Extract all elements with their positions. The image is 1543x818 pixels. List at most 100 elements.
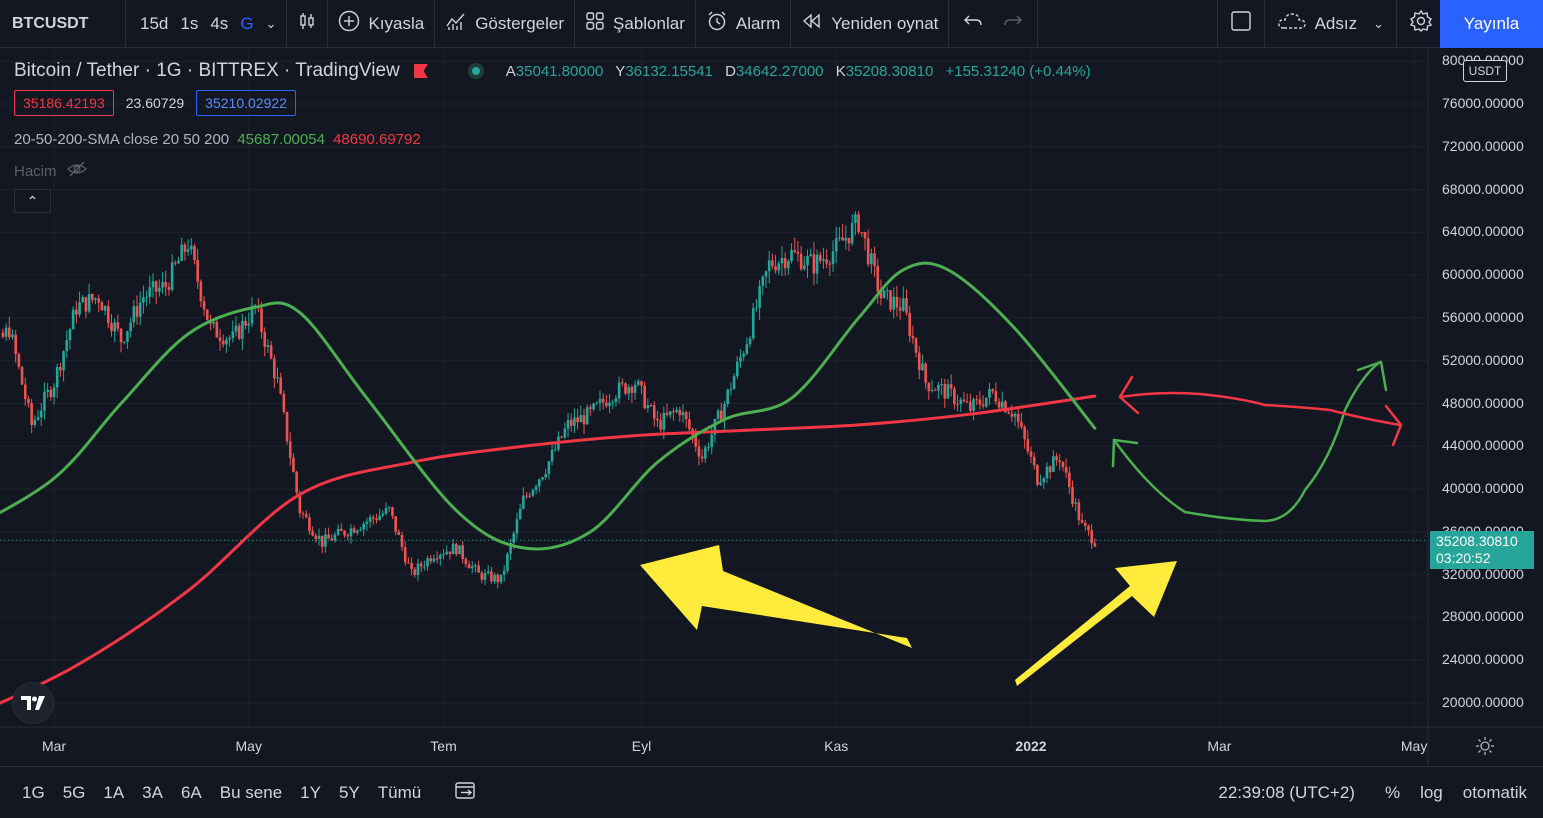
- buy-price-button[interactable]: 35210.02922: [196, 90, 296, 116]
- replay-button[interactable]: Yeniden oynat: [791, 0, 950, 48]
- eye-hidden-icon[interactable]: [66, 161, 87, 181]
- price-tick-label: 48000.00000: [1442, 394, 1524, 411]
- candle-body: [496, 574, 500, 583]
- candle-body: [761, 276, 765, 286]
- range-1d[interactable]: 1G: [22, 782, 45, 802]
- price-tick-label: 20000.00000: [1442, 694, 1524, 710]
- candle-body: [994, 391, 998, 402]
- timezone-clock[interactable]: 22:39:08 (UTC+2): [1218, 783, 1355, 802]
- green-arrowhead-left[interactable]: [1111, 438, 1139, 468]
- currency-tag[interactable]: USDT: [1463, 60, 1507, 82]
- candle-body: [1045, 466, 1049, 479]
- candle-body: [815, 254, 819, 274]
- interval-1s[interactable]: 1s: [180, 13, 199, 33]
- candle-body: [582, 415, 586, 425]
- candle-body: [751, 308, 755, 339]
- grid-icon: [585, 11, 605, 36]
- candle-body: [739, 356, 742, 362]
- volume-label: Hacim: [14, 162, 57, 180]
- candle-body: [202, 301, 206, 310]
- templates-button[interactable]: Şablonlar: [575, 0, 696, 48]
- candle-body: [151, 281, 155, 288]
- yellow-arrow-left[interactable]: [640, 545, 912, 648]
- chart-pane[interactable]: [0, 49, 1543, 765]
- range-6m[interactable]: 6A: [180, 782, 202, 802]
- percent-scale-toggle[interactable]: %: [1384, 783, 1401, 802]
- candle-body: [515, 519, 519, 534]
- red-arrowhead-right[interactable]: [1384, 404, 1403, 447]
- price-chart[interactable]: [0, 49, 1543, 765]
- candle-body: [301, 513, 305, 515]
- collapse-legend-button[interactable]: ⌃: [14, 189, 51, 213]
- alert-button[interactable]: Alarm: [696, 0, 792, 48]
- candle-body: [1026, 439, 1030, 452]
- layout-name-button[interactable]: Adsız ⌄: [1265, 0, 1397, 48]
- chart-type-button[interactable]: [286, 0, 329, 48]
- sell-price-button[interactable]: 35186.42193: [14, 90, 114, 116]
- candle-body: [199, 281, 203, 302]
- candle-body: [78, 302, 81, 315]
- range-5d[interactable]: 5G: [62, 782, 86, 802]
- sma-name: 20-50-200-SMA: [14, 131, 120, 148]
- red-projection-line[interactable]: [1118, 391, 1402, 427]
- yellow-arrow-right[interactable]: [1015, 561, 1177, 686]
- candle-body: [719, 410, 723, 420]
- compare-button[interactable]: Kıyasla: [328, 0, 436, 48]
- templates-label: Şablonlar: [613, 13, 685, 33]
- drawing-annotations[interactable]: [640, 360, 1403, 686]
- range-1m[interactable]: 1A: [103, 782, 125, 802]
- candle-body: [68, 329, 72, 341]
- range-ytd[interactable]: Bu sene: [219, 782, 283, 802]
- candle-body: [62, 351, 65, 371]
- chevron-up-icon: ⌃: [26, 192, 39, 209]
- publish-button[interactable]: Yayınla: [1440, 0, 1543, 48]
- symbol-title[interactable]: Bitcoin / Tether · 1G · BITTREX · Tradin…: [14, 60, 400, 81]
- settings-button[interactable]: [1397, 0, 1446, 48]
- candle-body: [46, 389, 49, 392]
- candle-body: [767, 260, 771, 272]
- market-status-icon[interactable]: [467, 63, 484, 79]
- auto-scale-toggle[interactable]: otomatik: [1462, 783, 1527, 802]
- green-projection-curve[interactable]: [1112, 360, 1382, 523]
- range-1y[interactable]: 1Y: [300, 782, 321, 802]
- indicators-label: Göstergeler: [475, 13, 565, 33]
- tradingview-logo-icon[interactable]: [12, 682, 54, 724]
- candle-body: [790, 250, 793, 262]
- candle-body: [170, 262, 174, 290]
- sun-settings-icon[interactable]: [1475, 736, 1495, 761]
- candle-body: [71, 309, 75, 330]
- range-5y[interactable]: 5Y: [338, 782, 360, 802]
- layout-toggle-button[interactable]: [1218, 0, 1265, 48]
- interval-1g[interactable]: G: [240, 13, 254, 33]
- candle-body: [298, 492, 302, 514]
- candle-body: [729, 389, 733, 391]
- grid: [0, 49, 1428, 727]
- chevron-down-icon[interactable]: ⌄: [265, 15, 277, 31]
- candle-body: [847, 237, 851, 244]
- indicators-button[interactable]: Göstergeler: [435, 0, 576, 48]
- green-arrowhead-up[interactable]: [1356, 360, 1388, 392]
- candle-body: [174, 262, 177, 264]
- flag-icon[interactable]: [413, 64, 428, 78]
- sma200-value: 48690.69792: [333, 131, 421, 148]
- red-arrowhead-left[interactable]: [1118, 375, 1140, 415]
- interval-4s[interactable]: 4s: [210, 13, 229, 33]
- candle-body: [611, 401, 615, 403]
- candle-body: [394, 516, 397, 532]
- symbol-search[interactable]: BTCUSDT: [0, 0, 126, 48]
- log-scale-toggle[interactable]: log: [1420, 783, 1443, 802]
- range-3m[interactable]: 3A: [142, 782, 163, 802]
- range-all[interactable]: Tümü: [377, 782, 422, 802]
- candle-body: [1016, 413, 1020, 422]
- candle-body: [403, 547, 407, 563]
- candle-body: [803, 265, 806, 270]
- rewind-icon: [801, 12, 823, 35]
- interval-15d[interactable]: 15d: [140, 13, 169, 33]
- sma-indicator-legend[interactable]: 20-50-200-SMA close 20 50 200 45687.0005…: [14, 131, 421, 148]
- candle-body: [126, 331, 129, 342]
- undo-button[interactable]: [949, 0, 989, 48]
- calendar-icon[interactable]: [454, 780, 478, 805]
- volume-legend[interactable]: Hacim: [14, 161, 87, 181]
- redo-button[interactable]: [989, 0, 1039, 48]
- candle-body: [522, 495, 525, 509]
